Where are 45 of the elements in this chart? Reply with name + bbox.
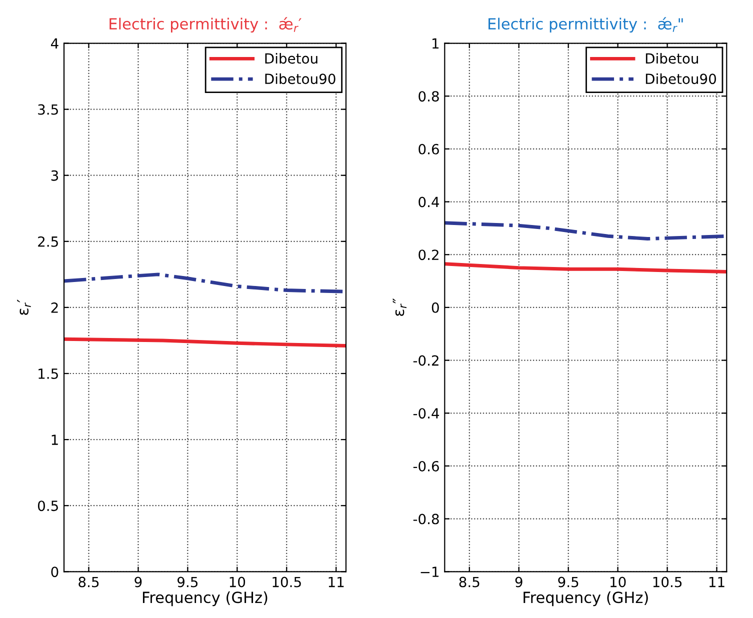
y-tick-label: -0.8 xyxy=(413,514,439,524)
y-axis-title: ε$_{r}$′ xyxy=(17,300,31,315)
y-tick-label: 1 xyxy=(432,38,439,49)
x-tick-label: 9 xyxy=(134,576,142,588)
legend-label: Dibetou xyxy=(646,52,698,64)
y-axis-title: ε$_{r}$″ xyxy=(392,298,406,316)
x-tick-label: 10 xyxy=(610,576,626,588)
x-tick-label: 11 xyxy=(709,576,724,588)
y-tick-label: 0 xyxy=(51,566,58,578)
chart-title: Electric permittivity : ǽ$_{r}$′ xyxy=(110,17,302,33)
line-series xyxy=(444,221,727,240)
y-tick-label: 2 xyxy=(51,302,58,313)
legend-label: Dibetou90 xyxy=(646,73,716,84)
y-tick-label: 3.5 xyxy=(38,104,58,115)
y-tick-label: 0.4 xyxy=(418,196,440,208)
line-series xyxy=(444,262,727,274)
y-tick-label: -0.4 xyxy=(413,408,440,419)
y-tick-label: −1 xyxy=(420,566,439,577)
x-tick-label: 9 xyxy=(515,576,522,588)
legend-label: Dibetou90 xyxy=(265,73,336,84)
x-tick-label: 10.5 xyxy=(653,576,682,588)
legend-label: Dibetou xyxy=(265,52,318,64)
y-tick-label: 0.5 xyxy=(38,500,58,512)
x-tick-label: 8.5 xyxy=(459,576,480,588)
x-axis-title: Frequency (GHz) xyxy=(524,591,648,606)
line-series xyxy=(64,337,346,348)
x-tick-label: 10.5 xyxy=(272,576,301,588)
y-tick-label: 0.6 xyxy=(418,144,439,154)
x-tick-label: 8.5 xyxy=(78,576,99,588)
y-tick-label: 4 xyxy=(50,38,58,49)
x-tick-label: 10 xyxy=(230,576,246,588)
x-axis-title: Frequency (GHz) xyxy=(142,591,268,606)
chart-title: Electric permittivity : ǽ$_{r}$" xyxy=(488,17,683,33)
y-tick-label: 1.5 xyxy=(38,368,58,379)
y-tick-label: -0.6 xyxy=(413,460,439,472)
y-tick-label: 1 xyxy=(52,434,58,445)
x-tick-label: 9.5 xyxy=(558,576,578,588)
x-tick-label: 9.5 xyxy=(178,576,198,588)
y-tick-label: -0.2 xyxy=(413,355,438,366)
y-tick-label: 0.2 xyxy=(418,250,438,260)
y-tick-label: 0.8 xyxy=(418,91,439,102)
x-tick-label: 11 xyxy=(328,576,344,588)
y-tick-label: 2.5 xyxy=(38,236,58,247)
y-tick-label: 3 xyxy=(51,170,58,181)
y-tick-label: 0 xyxy=(432,302,439,313)
